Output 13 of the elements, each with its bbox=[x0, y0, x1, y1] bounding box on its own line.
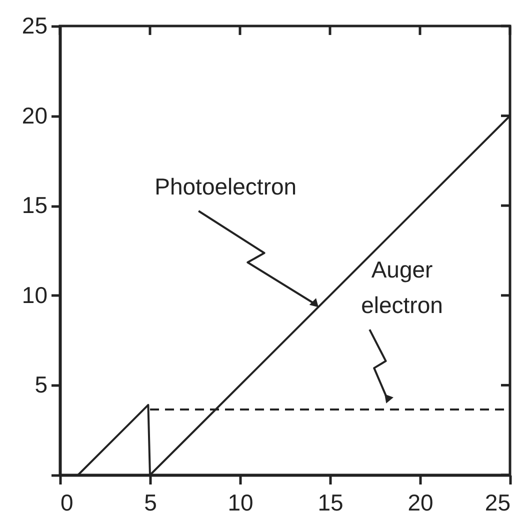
x-tick-label: 15 bbox=[318, 490, 344, 516]
annotation: Auger electron bbox=[361, 256, 443, 318]
x-tick-label: 5 bbox=[144, 490, 157, 516]
y-tick-label: 20 bbox=[22, 102, 48, 128]
annotation: Photoelectron bbox=[154, 174, 297, 200]
y-tick-label: 10 bbox=[22, 282, 48, 308]
x-tick-label: 20 bbox=[408, 490, 434, 516]
y-tick-label: 5 bbox=[34, 372, 48, 398]
y-tick-label: 15 bbox=[22, 192, 48, 218]
x-tick-label: 0 bbox=[60, 490, 74, 516]
y-tick-label: 25 bbox=[22, 12, 48, 38]
x-tick-label: 10 bbox=[228, 490, 254, 516]
x-tick-label: 25 bbox=[484, 490, 510, 516]
